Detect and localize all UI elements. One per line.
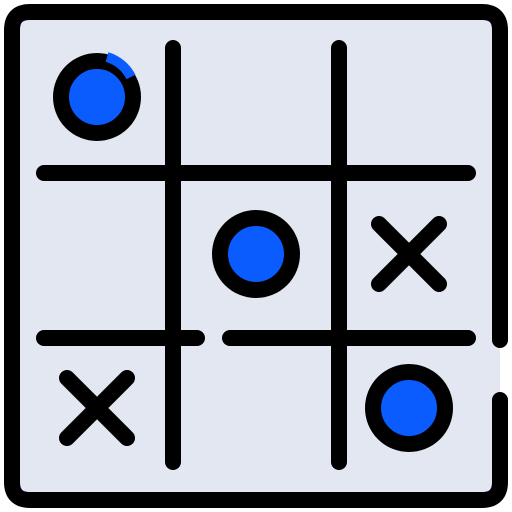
board-outline [4, 4, 508, 508]
x-mark-r3c1 [59, 370, 135, 446]
board-marks [53, 52, 453, 452]
o-mark-r1c1 [53, 53, 141, 141]
o-mark-highlight [105, 52, 136, 80]
o-mark-r3c3 [365, 364, 453, 452]
grid-lines [36, 40, 476, 470]
o-mark-r2c2 [212, 210, 300, 298]
x-mark-r2c3 [371, 216, 447, 292]
